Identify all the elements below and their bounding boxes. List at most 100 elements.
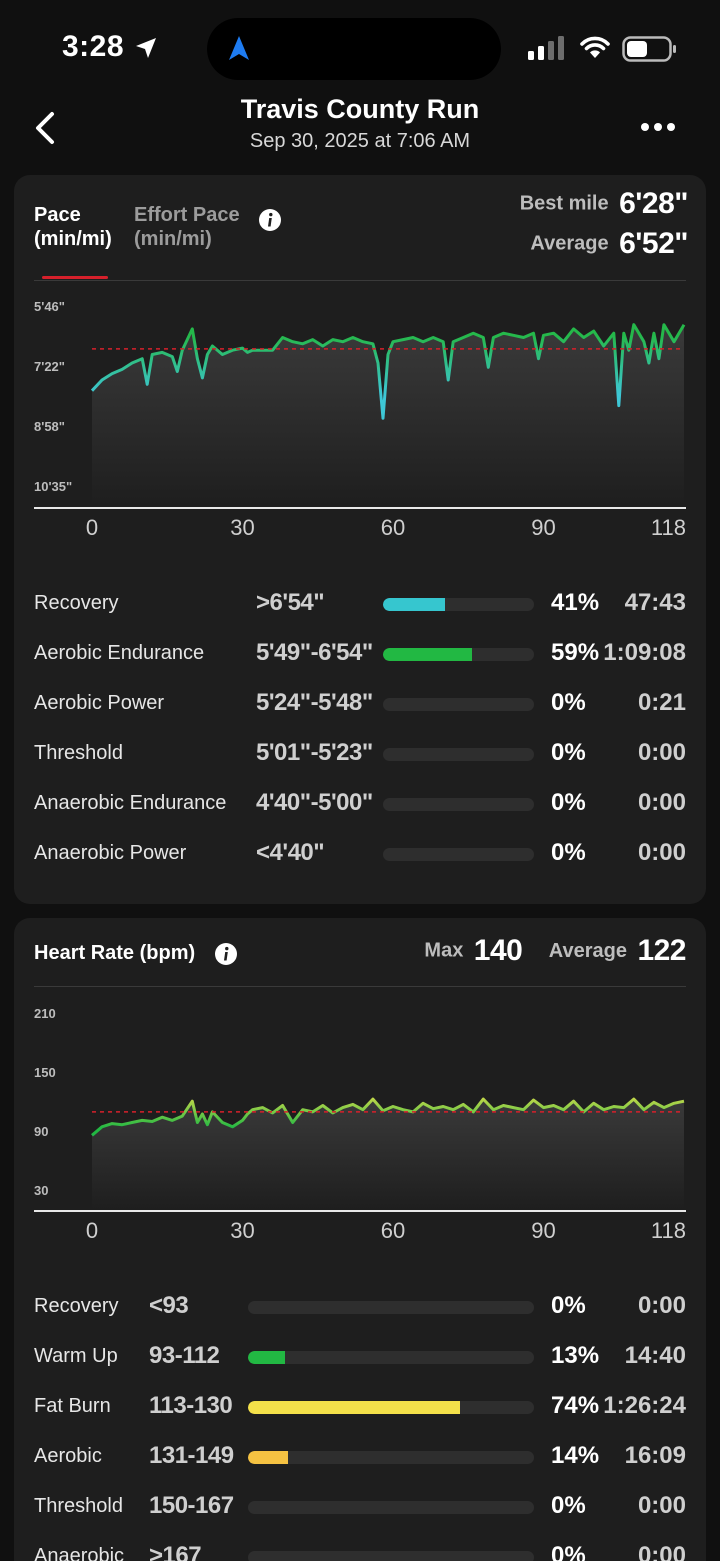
zone-percent: 0% [551,789,586,816]
zone-row: Aerobic Power 5'24"-5'48" 0% 0:21 [14,684,706,724]
zone-progress-bar [383,848,534,861]
battery-icon [622,36,676,62]
back-chevron-icon[interactable] [30,108,62,148]
zone-progress-bar [383,748,534,761]
zone-progress-fill [383,648,473,661]
zone-time: 0:00 [637,1292,686,1319]
zone-progress-bar [248,1551,534,1561]
zone-name: Aerobic Power [34,692,165,714]
zone-percent: 0% [551,1492,586,1519]
average-pace-stat: Average 6'52" [530,227,688,261]
zone-progress-bar [248,1451,534,1464]
pace-chart: 5'46" 7'22" 8'58" 10'35" 0 30 60 90 118 [34,299,686,540]
page-subtitle: Sep 30, 2025 at 7:06 AM [249,130,471,152]
zone-progress-bar [383,798,534,811]
zone-name: Anaerobic [34,1545,125,1561]
chart-area-fill [92,1099,684,1210]
zone-range: <93 [149,1292,189,1319]
chart-x-tick-label: 118 [651,515,686,540]
zone-range: 93-112 [149,1342,220,1369]
chart-x-tick-label: 30 [230,1218,254,1243]
tab-effort-unit: (min/mi) [134,228,212,250]
zone-progress-fill [248,1351,286,1364]
chart-x-tick-label: 30 [230,515,254,540]
zone-percent: 74% [551,1392,600,1419]
zone-percent: 13% [551,1342,600,1369]
tab-pace-unit: (min/mi) [34,228,112,250]
wifi-icon [580,36,610,58]
zone-progress-bar [383,598,534,611]
average-pace-label: Average [530,232,609,255]
zone-progress-fill [248,1401,460,1414]
zone-range: <4'40" [256,839,325,866]
zone-time: 0:00 [637,839,686,866]
hr-average-value: 122 [637,934,686,967]
zone-row: Aerobic 131-149 14% 16:09 [14,1437,706,1477]
info-icon[interactable] [258,208,282,232]
zone-name: Threshold [34,742,123,764]
hr-average-label: Average [548,939,627,962]
zone-name: Aerobic [34,1445,102,1467]
zone-percent: 59% [551,639,600,666]
zone-progress-bar [248,1401,534,1414]
best-mile-label: Best mile [519,192,609,215]
zone-row: Recovery <93 0% 0:00 [14,1287,706,1327]
info-icon[interactable] [214,942,238,966]
chart-y-tick-label: 90 [34,1124,48,1139]
zone-time: 14:40 [624,1342,686,1369]
tab-pace[interactable]: Pace (min/mi) [34,203,112,251]
zone-percent: 14% [551,1442,600,1469]
zone-range: 4'40"-5'00" [256,789,373,816]
zone-progress-bar [383,648,534,661]
best-mile-value: 6'28" [619,187,688,220]
pace-card: Pace (min/mi) Effort Pace (min/mi) Best … [14,175,706,904]
zone-progress-bar [248,1501,534,1514]
zone-name: Threshold [34,1495,123,1517]
zone-time: 0:00 [637,739,686,766]
chart-y-tick-label: 5'46" [34,299,65,314]
chart-x-tick-label: 0 [86,515,98,540]
zone-range: 150-167 [149,1492,234,1519]
status-time: 3:28 [62,30,125,63]
page-title: Travis County Run [240,94,480,124]
best-mile-stat: Best mile 6'28" [519,187,689,221]
zone-row: Aerobic Endurance 5'49"-6'54" 59% 1:09:08 [14,634,706,674]
chart-area-fill [92,324,684,507]
tab-pace-label: Pace [34,204,81,226]
zone-percent: 0% [551,739,586,766]
zone-percent: 0% [551,1542,586,1561]
chart-y-tick-label: 150 [34,1065,56,1080]
zone-name: Fat Burn [34,1395,111,1417]
dynamic-island [207,18,501,80]
zone-range: >6'54" [256,589,325,616]
zone-range: 5'49"-6'54" [256,639,373,666]
chart-y-tick-label: 7'22" [34,359,65,374]
chart-series-line [91,1097,685,1137]
zone-time: 1:09:08 [603,639,686,666]
tab-effort-pace[interactable]: Effort Pace (min/mi) [134,203,240,251]
zone-percent: 0% [551,689,586,716]
chart-y-tick-label: 8'58" [34,419,65,434]
hr-max-value: 140 [473,934,523,967]
zone-name: Recovery [34,592,119,614]
zone-row: Threshold 150-167 0% 0:00 [14,1487,706,1527]
zone-progress-bar [248,1301,534,1314]
zone-name: Aerobic Endurance [34,642,205,664]
chart-x-tick-label: 90 [531,1218,555,1243]
zone-row: Anaerobic Endurance 4'40"-5'00" 0% 0:00 [14,784,706,824]
hr-max-label: Max [424,939,464,962]
zone-time: 47:43 [624,589,686,616]
heart-rate-stats: Max 140 Average 122 [424,934,686,968]
zone-percent: 0% [551,839,586,866]
zone-name: Recovery [34,1295,119,1317]
zone-row: Recovery >6'54" 41% 47:43 [14,584,706,624]
zone-time: 1:26:24 [603,1392,686,1419]
more-options-icon[interactable] [640,122,676,132]
chart-x-tick-label: 60 [381,1218,405,1243]
zone-progress-bar [383,698,534,711]
zone-time: 0:21 [637,689,686,716]
chart-y-tick-label: 10'35" [34,479,72,494]
zone-time: 0:00 [637,789,686,816]
nav-header: Travis County Run Sep 30, 2025 at 7:06 A… [0,88,720,164]
zone-progress-fill [248,1451,289,1464]
